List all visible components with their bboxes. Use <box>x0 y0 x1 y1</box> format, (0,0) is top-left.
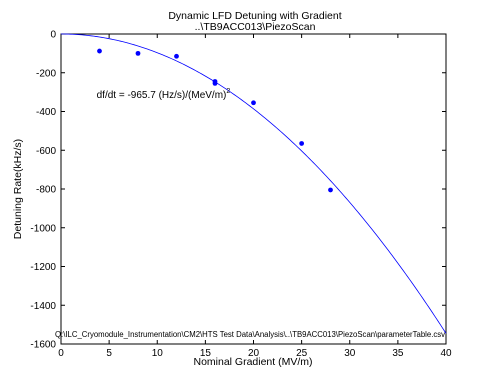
x-tick-label: 10 <box>152 348 164 359</box>
y-tick-label: -400 <box>36 107 56 118</box>
y-tick-label: -1600 <box>30 340 56 351</box>
data-point <box>299 141 305 146</box>
y-tick-label: -600 <box>36 146 56 157</box>
chart-title-line-2: ..\TB9ACC013\PiezoScan <box>195 21 316 33</box>
x-tick-label: 20 <box>248 348 260 359</box>
x-tick-label: 25 <box>296 348 308 359</box>
y-axis-label: Detuning Rate(kHz/s) <box>12 139 24 239</box>
chart-title-line-1: Dynamic LFD Detuning with Gradient <box>168 10 341 22</box>
x-tick-label: 35 <box>392 348 404 359</box>
data-point <box>97 48 102 54</box>
data-point <box>251 100 256 106</box>
x-axis-label: Nominal Gradient (MV/m) <box>193 356 312 368</box>
y-tick-label: -1200 <box>30 262 56 273</box>
x-tick-label: 40 <box>440 348 452 359</box>
fit-annotation: df/dt = -965.7 (Hz/s)/(MeV/m)2 <box>97 88 231 101</box>
fit-annotation-superscript: 2 <box>226 88 230 95</box>
data-point <box>328 187 333 193</box>
data-points <box>97 48 333 193</box>
data-point <box>135 50 141 56</box>
data-point <box>212 81 218 86</box>
y-tick-label: -200 <box>36 68 56 79</box>
fit-line <box>60 33 447 334</box>
x-axis: 0 5 10 15 20 25 30 35 40 <box>58 34 452 359</box>
fit-annotation-text: df/dt = -965.7 (Hz/s)/(MeV/m) <box>97 90 227 101</box>
x-tick-label: 15 <box>200 348 212 359</box>
y-tick-label: -1400 <box>30 301 56 312</box>
x-tick-label: 5 <box>106 348 112 359</box>
y-tick-label: 0 <box>50 30 56 41</box>
plot-area <box>60 33 447 345</box>
y-tick-label: -800 <box>36 185 56 196</box>
source-file-path: Q:\ILC_Cryomodule_Instrumentation\CM2\HT… <box>55 330 445 339</box>
x-tick-label: 0 <box>58 348 64 359</box>
y-tick-label: -1000 <box>30 223 56 234</box>
x-tick-label: 30 <box>344 348 356 359</box>
data-point <box>174 53 179 59</box>
